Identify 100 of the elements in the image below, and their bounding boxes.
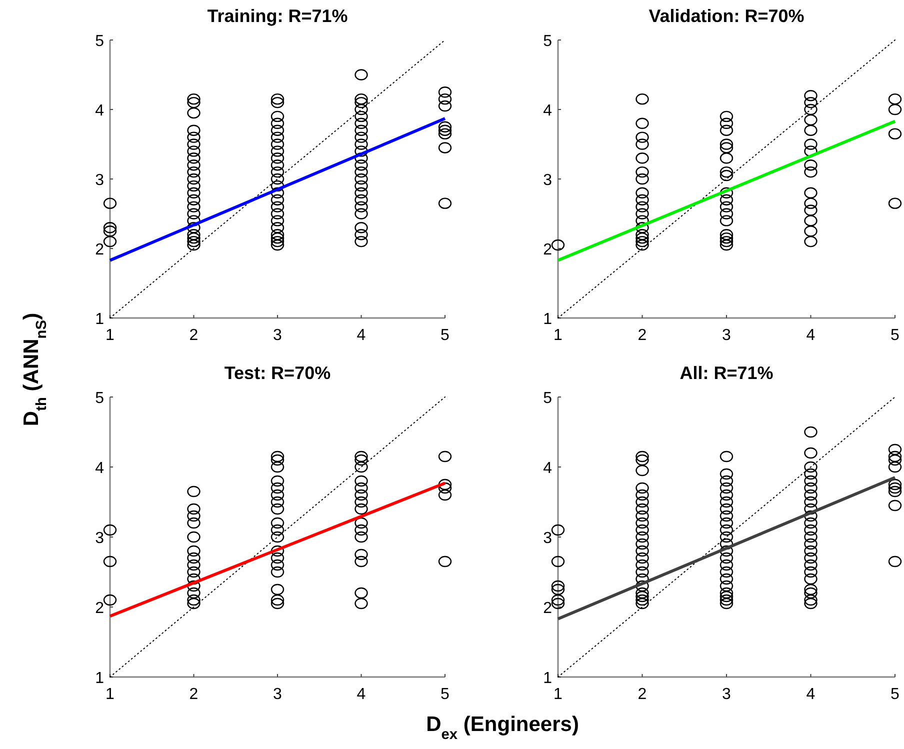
point bbox=[804, 226, 818, 237]
y-tick-label: 1 bbox=[543, 670, 552, 687]
point bbox=[720, 170, 734, 182]
point bbox=[187, 566, 200, 578]
point bbox=[804, 166, 818, 178]
x-tick-label: 4 bbox=[806, 686, 816, 703]
point bbox=[270, 545, 284, 557]
point bbox=[804, 124, 818, 136]
point bbox=[354, 489, 368, 501]
point bbox=[720, 215, 734, 226]
y-tick-label: 2 bbox=[543, 242, 552, 258]
point bbox=[354, 587, 368, 599]
x-tick-label: 4 bbox=[356, 327, 366, 344]
point bbox=[187, 503, 200, 515]
y-tick-label: 5 bbox=[543, 390, 552, 407]
point bbox=[270, 454, 284, 466]
point bbox=[804, 90, 818, 102]
point bbox=[636, 194, 649, 206]
point bbox=[804, 215, 818, 226]
point bbox=[270, 475, 284, 487]
point bbox=[888, 128, 902, 140]
point bbox=[636, 132, 649, 143]
point bbox=[720, 232, 734, 244]
point bbox=[888, 198, 902, 209]
x-tick-label: 5 bbox=[890, 327, 900, 344]
point bbox=[804, 114, 818, 126]
point bbox=[354, 598, 368, 610]
x-tick-label: 5 bbox=[440, 327, 450, 344]
point bbox=[636, 138, 649, 150]
point bbox=[636, 166, 649, 178]
x-tick-label: 4 bbox=[356, 686, 366, 703]
point bbox=[636, 187, 649, 198]
y-tick-label: 1 bbox=[95, 670, 104, 687]
point bbox=[720, 229, 734, 240]
point bbox=[636, 208, 649, 220]
point bbox=[270, 524, 284, 536]
y-tick-label: 3 bbox=[543, 530, 552, 547]
point bbox=[720, 142, 734, 154]
y-tick-label: 4 bbox=[95, 460, 104, 477]
point bbox=[270, 584, 284, 596]
y-tick-label: 2 bbox=[543, 600, 552, 617]
point bbox=[187, 510, 200, 522]
point bbox=[551, 239, 565, 251]
point bbox=[636, 152, 649, 164]
point bbox=[636, 232, 649, 244]
point bbox=[354, 531, 368, 543]
x-tick-label: 4 bbox=[806, 327, 816, 344]
point bbox=[636, 236, 649, 248]
point bbox=[354, 517, 368, 529]
point bbox=[636, 222, 649, 234]
point bbox=[270, 552, 284, 564]
point bbox=[636, 173, 649, 185]
point bbox=[187, 486, 200, 498]
point bbox=[354, 454, 368, 466]
x-tick-label: 3 bbox=[722, 327, 732, 344]
point bbox=[187, 598, 200, 610]
point bbox=[354, 548, 368, 560]
point bbox=[354, 496, 368, 508]
point bbox=[804, 236, 818, 248]
point bbox=[187, 587, 200, 599]
x-tick-label: 2 bbox=[638, 686, 647, 703]
point bbox=[187, 552, 200, 564]
point bbox=[804, 104, 818, 116]
point bbox=[888, 104, 902, 116]
x-tick-label: 1 bbox=[554, 686, 563, 703]
point bbox=[636, 118, 649, 129]
y-tick-label: 5 bbox=[95, 390, 104, 407]
point bbox=[720, 152, 734, 164]
x-tick-label: 2 bbox=[189, 327, 198, 344]
point bbox=[187, 573, 200, 585]
point bbox=[804, 160, 818, 171]
point bbox=[103, 594, 117, 606]
chart-title: Training: R=71% bbox=[207, 6, 348, 26]
y-tick-label: 1 bbox=[543, 311, 552, 328]
point bbox=[804, 96, 818, 108]
point bbox=[720, 236, 734, 248]
point bbox=[187, 531, 200, 543]
point bbox=[438, 478, 452, 490]
point bbox=[354, 475, 368, 487]
x-tick-label: 2 bbox=[638, 327, 647, 344]
point bbox=[804, 138, 818, 150]
y-tick-label: 2 bbox=[95, 242, 104, 258]
point bbox=[720, 166, 734, 178]
y-tick-label: 3 bbox=[95, 530, 104, 547]
x-tick-label: 3 bbox=[273, 327, 282, 344]
y-tick-label: 5 bbox=[95, 33, 104, 50]
point bbox=[187, 545, 200, 557]
point bbox=[270, 566, 284, 578]
point bbox=[804, 204, 818, 216]
x-axis-title: D$_{ex}$ (Engineers) bbox=[426, 713, 579, 743]
point bbox=[270, 594, 284, 606]
point bbox=[720, 118, 734, 129]
chart-title: Validation: R=70% bbox=[648, 6, 804, 26]
point bbox=[270, 482, 284, 494]
point bbox=[270, 461, 284, 473]
point bbox=[720, 110, 734, 122]
chart-title: Test: R=70% bbox=[224, 363, 331, 383]
point bbox=[438, 450, 452, 462]
point bbox=[804, 187, 818, 198]
point bbox=[804, 198, 818, 209]
